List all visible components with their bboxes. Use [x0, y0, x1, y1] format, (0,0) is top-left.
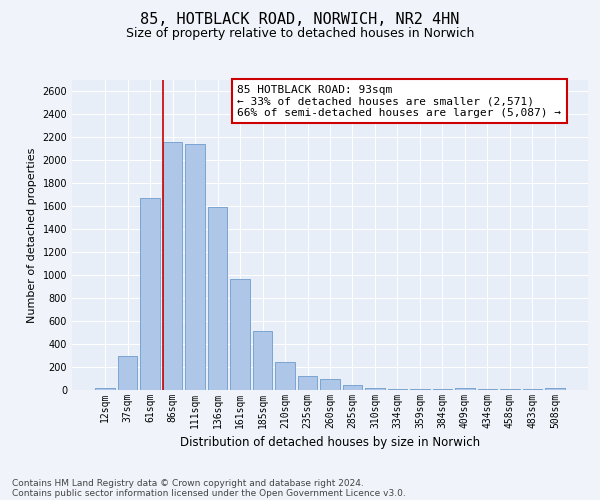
Text: Contains HM Land Registry data © Crown copyright and database right 2024.: Contains HM Land Registry data © Crown c… [12, 478, 364, 488]
Bar [140, 198, 160, 390]
Bar [275, 362, 295, 390]
Bar [95, 388, 115, 390]
Y-axis label: Number of detached properties: Number of detached properties [27, 148, 37, 322]
Bar [163, 142, 182, 390]
Bar [230, 278, 250, 390]
Bar [253, 332, 272, 390]
Bar [185, 144, 205, 390]
Bar [343, 386, 362, 390]
Text: Contains public sector information licensed under the Open Government Licence v3: Contains public sector information licen… [12, 488, 406, 498]
Bar [388, 389, 407, 390]
Bar [320, 378, 340, 390]
Bar [455, 388, 475, 390]
Bar [545, 388, 565, 390]
Bar [208, 208, 227, 390]
Bar [118, 356, 137, 390]
Text: 85 HOTBLACK ROAD: 93sqm
← 33% of detached houses are smaller (2,571)
66% of semi: 85 HOTBLACK ROAD: 93sqm ← 33% of detache… [237, 84, 561, 118]
X-axis label: Distribution of detached houses by size in Norwich: Distribution of detached houses by size … [180, 436, 480, 450]
Text: Size of property relative to detached houses in Norwich: Size of property relative to detached ho… [126, 28, 474, 40]
Bar [365, 388, 385, 390]
Bar [298, 376, 317, 390]
Text: 85, HOTBLACK ROAD, NORWICH, NR2 4HN: 85, HOTBLACK ROAD, NORWICH, NR2 4HN [140, 12, 460, 28]
